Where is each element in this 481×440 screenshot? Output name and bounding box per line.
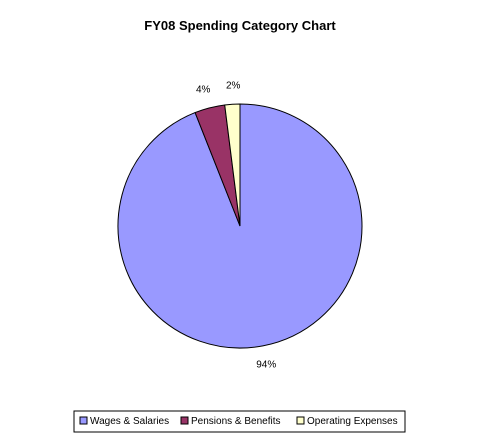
legend-box — [73, 410, 406, 433]
chart-title: FY08 Spending Category Chart — [144, 18, 336, 33]
pie-slices — [117, 103, 363, 349]
legend-label-wages-salaries: Wages & Salaries — [90, 416, 169, 427]
data-label-pensions-benefits: 4% — [196, 84, 211, 95]
data-label-operating-expenses: 2% — [226, 80, 241, 91]
pie-slice-operating-expenses — [224, 103, 241, 227]
legend-swatch-pensions-benefits — [180, 416, 189, 425]
pie-data-labels: 94% 4% 2% — [196, 80, 276, 370]
legend-swatch-wages-salaries — [79, 416, 88, 425]
data-label-wages-salaries: 94% — [256, 360, 276, 371]
legend-label-pensions-benefits: Pensions & Benefits — [191, 416, 281, 427]
legend-label-operating-expenses: Operating Expenses — [307, 416, 398, 427]
chart-legend: Wages & Salaries Pensions & Benefits Opera… — [73, 410, 406, 433]
legend-swatch-operating-expenses — [296, 416, 305, 425]
